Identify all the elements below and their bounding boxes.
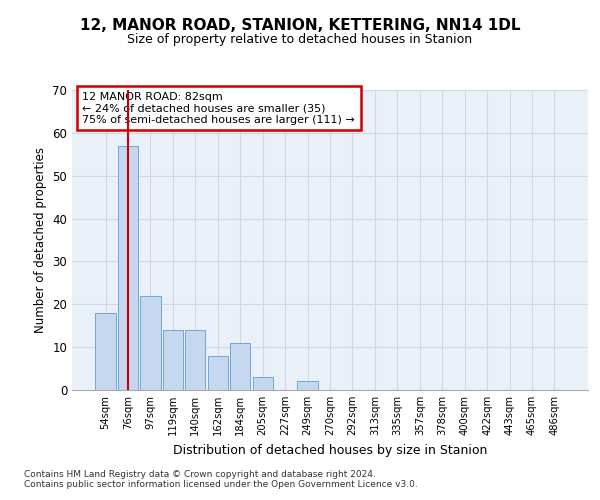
Bar xyxy=(95,313,116,390)
Text: Size of property relative to detached houses in Stanion: Size of property relative to detached ho… xyxy=(127,32,473,46)
Y-axis label: Number of detached properties: Number of detached properties xyxy=(34,147,47,333)
Bar xyxy=(185,330,205,390)
Bar xyxy=(230,343,250,390)
Bar xyxy=(163,330,183,390)
Text: Contains public sector information licensed under the Open Government Licence v3: Contains public sector information licen… xyxy=(24,480,418,489)
Bar xyxy=(298,382,317,390)
X-axis label: Distribution of detached houses by size in Stanion: Distribution of detached houses by size … xyxy=(173,444,487,456)
Bar xyxy=(253,377,273,390)
Text: Contains HM Land Registry data © Crown copyright and database right 2024.: Contains HM Land Registry data © Crown c… xyxy=(24,470,376,479)
Bar xyxy=(118,146,138,390)
Bar xyxy=(208,356,228,390)
Text: 12 MANOR ROAD: 82sqm
← 24% of detached houses are smaller (35)
75% of semi-detac: 12 MANOR ROAD: 82sqm ← 24% of detached h… xyxy=(82,92,355,124)
Bar xyxy=(140,296,161,390)
Text: 12, MANOR ROAD, STANION, KETTERING, NN14 1DL: 12, MANOR ROAD, STANION, KETTERING, NN14… xyxy=(80,18,520,32)
